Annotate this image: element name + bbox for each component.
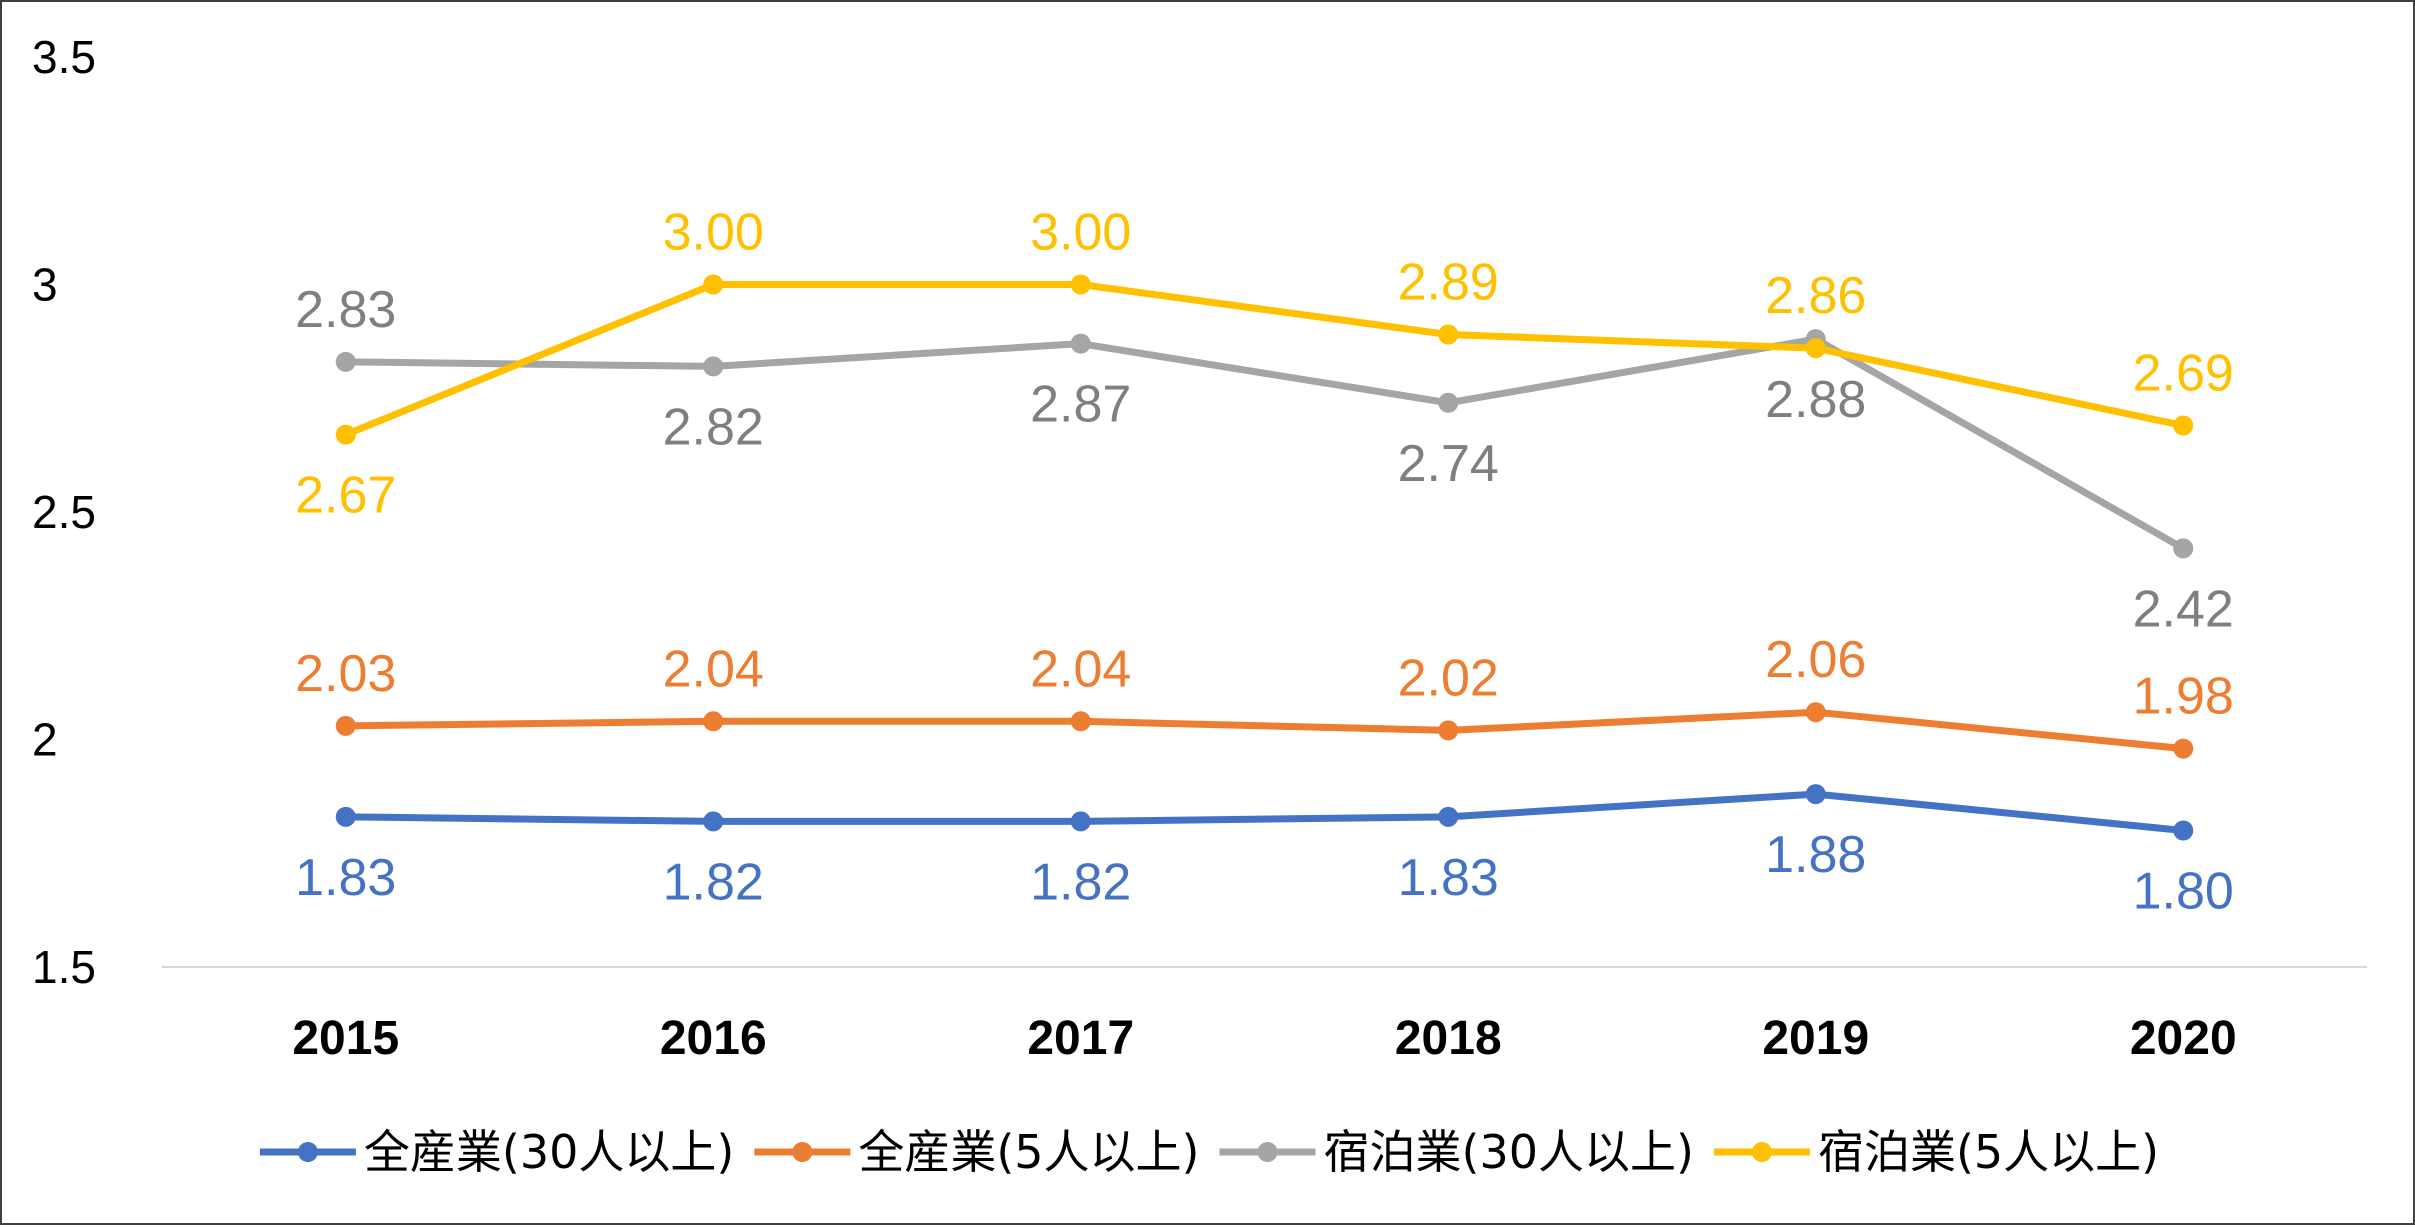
legend-item: 全産業(30人以上) (259, 1125, 734, 1179)
data-label: 1.80 (2133, 863, 2234, 921)
data-point (1805, 702, 1826, 723)
legend: 全産業(30人以上) 全産業(5人以上) 宿泊業(30人以上) 宿泊業(5人以上) (259, 1125, 2159, 1179)
data-label: 2.67 (295, 467, 396, 525)
data-point (1805, 338, 1826, 359)
legend-label: 宿泊業(30人以上) (1324, 1125, 1694, 1179)
y-tick-label: 2.5 (32, 486, 96, 538)
data-label: 1.83 (1398, 849, 1499, 907)
data-label: 1.82 (1030, 853, 1131, 911)
data-label: 2.03 (295, 645, 396, 703)
data-point (1070, 274, 1091, 295)
series-line (342, 708, 2187, 753)
data-point (703, 274, 724, 295)
data-label: 2.83 (295, 281, 396, 339)
series-2: 2.03 2.04 2.04 2.02 2.06 1.98 (295, 631, 2234, 759)
data-point (1438, 392, 1459, 413)
data-label: 2.86 (1765, 267, 1866, 325)
legend-item: 全産業(5人以上) (754, 1125, 1200, 1179)
data-point (1438, 324, 1459, 345)
data-point (1805, 784, 1826, 805)
x-tick-label: 2018 (1395, 1012, 1502, 1065)
data-label: 1.98 (2133, 668, 2234, 726)
data-point (2173, 820, 2194, 841)
y-tick-label: 3 (32, 259, 58, 311)
data-label: 2.89 (1398, 254, 1499, 312)
series-4: 2.67 3.00 3.00 2.89 2.86 2.69 (295, 204, 2234, 525)
data-point (335, 424, 356, 445)
series-line (342, 281, 2187, 439)
data-point (335, 715, 356, 736)
series-3: 2.83 2.82 2.87 2.74 2.88 2.42 (295, 281, 2234, 639)
data-label: 2.74 (1398, 435, 1499, 493)
legend-swatch-marker (792, 1142, 813, 1162)
x-tick-label: 2020 (2130, 1012, 2237, 1065)
data-point (1070, 811, 1091, 832)
series-1: 1.83 1.82 1.82 1.83 1.88 1.80 (295, 784, 2234, 921)
series-line (342, 790, 2187, 834)
x-tick-label: 2016 (660, 1012, 767, 1065)
data-label: 2.82 (663, 398, 764, 456)
legend-swatch-marker (1751, 1142, 1772, 1162)
data-point (2173, 415, 2194, 436)
data-label: 1.83 (295, 849, 396, 907)
x-tick-label: 2015 (292, 1012, 399, 1065)
data-point (1438, 806, 1459, 827)
data-label: 1.88 (1765, 826, 1866, 884)
series-line (342, 335, 2187, 552)
data-label: 2.04 (1030, 640, 1131, 698)
data-point (1070, 711, 1091, 732)
data-point (335, 351, 356, 372)
data-point (1438, 720, 1459, 741)
data-point (2173, 538, 2194, 559)
data-label: 3.00 (1030, 204, 1131, 262)
legend-label: 全産業(5人以上) (858, 1125, 1199, 1179)
y-tick-label: 1.5 (32, 941, 96, 993)
x-tick-label: 2017 (1027, 1012, 1134, 1065)
x-tick-label: 2019 (1762, 1012, 1869, 1065)
data-point (703, 811, 724, 832)
legend-swatch-marker (1257, 1142, 1278, 1162)
data-label: 2.88 (1765, 371, 1866, 429)
data-label: 2.87 (1030, 376, 1131, 434)
legend-swatch-marker (297, 1142, 318, 1162)
data-label: 2.02 (1398, 649, 1499, 707)
legend-item: 宿泊業(5人以上) (1713, 1125, 2159, 1179)
data-label: 2.42 (2133, 580, 2234, 638)
data-point (335, 806, 356, 827)
data-point (2173, 738, 2194, 759)
legend-label: 全産業(30人以上) (364, 1125, 734, 1179)
data-label: 2.69 (2133, 345, 2234, 403)
data-label: 2.06 (1765, 631, 1866, 689)
y-tick-label: 2 (32, 714, 58, 766)
data-label: 1.82 (663, 853, 764, 911)
data-point (703, 356, 724, 377)
y-tick-label: 3.5 (32, 31, 96, 83)
legend-item: 宿泊業(30人以上) (1219, 1125, 1694, 1179)
data-label: 2.04 (663, 640, 764, 698)
data-label: 3.00 (663, 204, 764, 262)
data-point (703, 711, 724, 732)
data-point (1070, 333, 1091, 354)
legend-label: 宿泊業(5人以上) (1818, 1125, 2159, 1179)
